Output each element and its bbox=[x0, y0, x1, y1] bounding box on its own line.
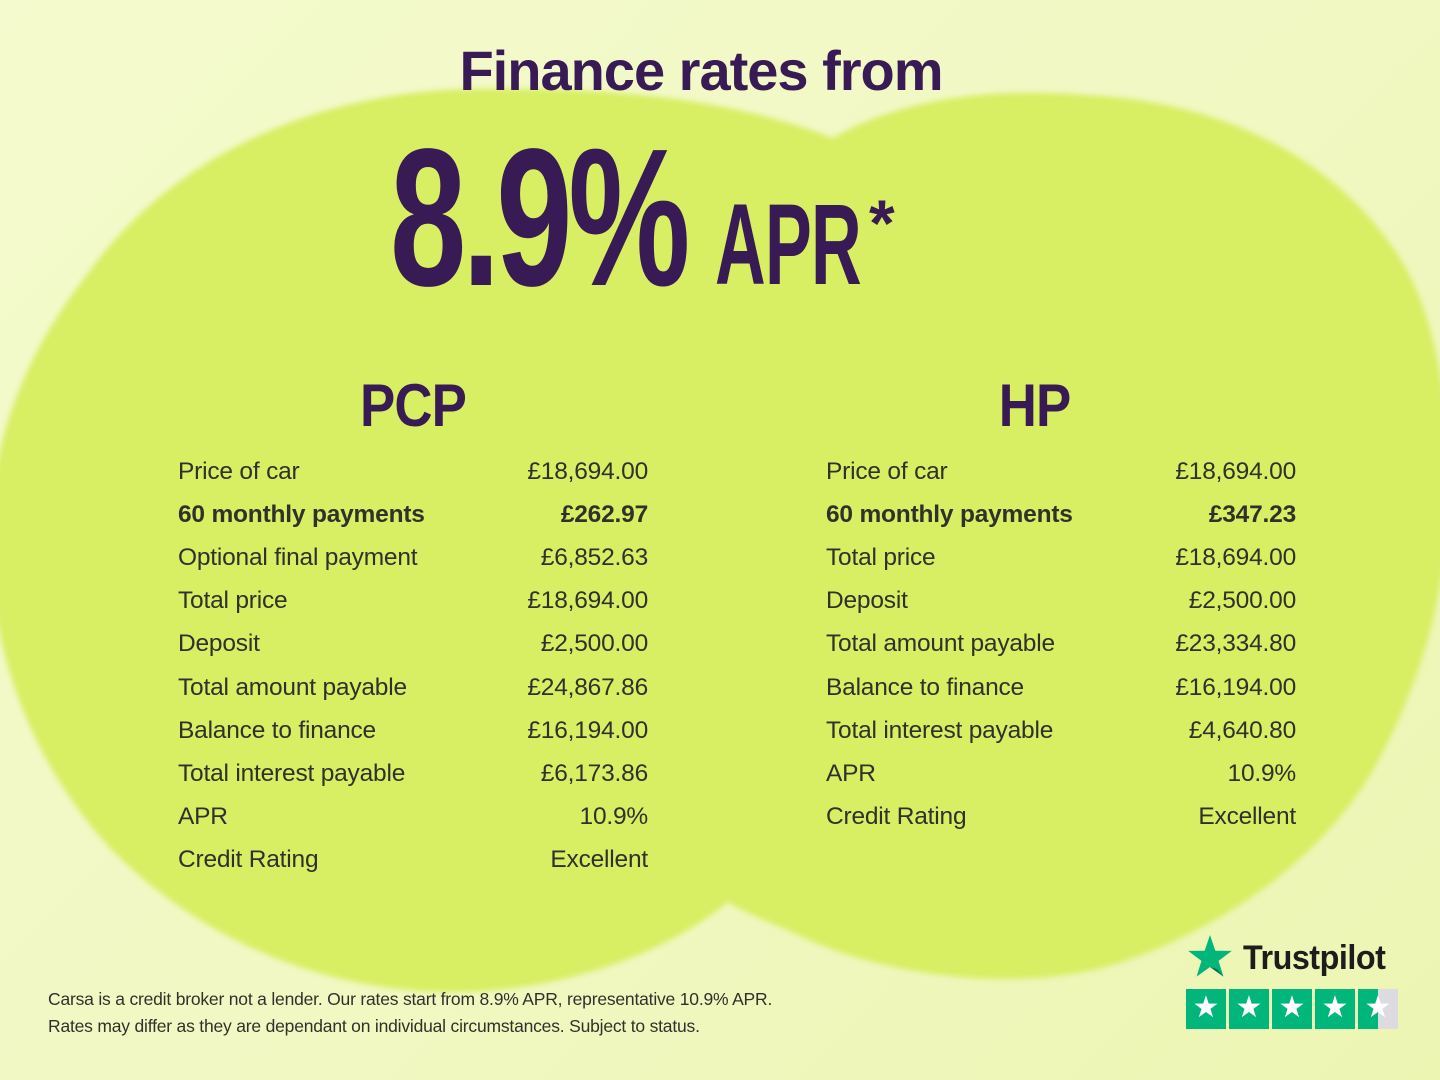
star-icon: ★ bbox=[1364, 991, 1392, 1024]
row-value: £6,173.86 bbox=[540, 759, 648, 787]
trustpilot-star-box: ★ bbox=[1358, 989, 1398, 1029]
row-label: Total price bbox=[178, 587, 288, 615]
row-label: Total amount payable bbox=[178, 673, 407, 701]
row-value: £18,694.00 bbox=[1175, 543, 1296, 571]
row-value: £16,194.00 bbox=[1175, 673, 1296, 701]
row-value: £262.97 bbox=[560, 500, 648, 528]
row-label: Optional final payment bbox=[178, 543, 418, 571]
trustpilot-stars: ★ ★ ★ ★ ★ bbox=[1186, 989, 1398, 1029]
row-value: £18,694.00 bbox=[527, 587, 648, 615]
row-label: APR bbox=[826, 759, 876, 787]
row-label: Balance to finance bbox=[826, 673, 1024, 701]
row-value: £18,694.00 bbox=[527, 457, 648, 485]
table-row: Price of car £18,694.00 bbox=[826, 450, 1296, 493]
row-label: 60 monthly payments bbox=[826, 500, 1073, 528]
table-row: Total price £18,694.00 bbox=[826, 536, 1296, 579]
table-row: Deposit £2,500.00 bbox=[826, 580, 1296, 623]
row-value: £2,500.00 bbox=[1188, 587, 1296, 615]
table-row: Balance to finance £16,194.00 bbox=[826, 666, 1296, 709]
trustpilot-wordmark: Trustpilot bbox=[1243, 938, 1386, 977]
trustpilot-star-box: ★ bbox=[1229, 989, 1269, 1029]
trustpilot-star-box: ★ bbox=[1186, 989, 1226, 1029]
trustpilot-badge: Trustpilot ★ ★ ★ ★ ★ bbox=[1186, 934, 1398, 1029]
row-label: Price of car bbox=[826, 457, 948, 485]
headline-rate-asterisk: * bbox=[869, 186, 895, 260]
star-icon: ★ bbox=[1278, 991, 1306, 1024]
row-value: £16,194.00 bbox=[527, 716, 648, 744]
row-value: Excellent bbox=[1198, 803, 1296, 831]
table-row: Price of car £18,694.00 bbox=[178, 450, 648, 493]
table-row: Optional final payment £6,852.63 bbox=[178, 536, 648, 579]
table-row: 60 monthly payments £347.23 bbox=[826, 493, 1296, 536]
trustpilot-logo-row: Trustpilot bbox=[1186, 934, 1398, 982]
page-title: Finance rates from bbox=[459, 39, 943, 102]
table-row: Total interest payable £6,173.86 bbox=[178, 752, 648, 795]
disclaimer: Carsa is a credit broker not a lender. O… bbox=[48, 986, 788, 1040]
row-label: Total interest payable bbox=[826, 716, 1054, 744]
row-value: £18,694.00 bbox=[1175, 457, 1296, 485]
star-icon: ★ bbox=[1321, 991, 1349, 1024]
pcp-table: Price of car £18,694.00 60 monthly payme… bbox=[178, 450, 648, 882]
headline-rate-suffix: APR bbox=[715, 181, 862, 309]
star-icon: ★ bbox=[1235, 991, 1263, 1024]
trustpilot-star-box: ★ bbox=[1272, 989, 1312, 1029]
table-row: Credit Rating Excellent bbox=[826, 796, 1296, 839]
table-row: Total price £18,694.00 bbox=[178, 580, 648, 623]
trustpilot-star-box: ★ bbox=[1315, 989, 1355, 1029]
pcp-heading: PCP bbox=[360, 372, 467, 439]
table-row: Credit Rating Excellent bbox=[178, 839, 648, 882]
row-value: £4,640.80 bbox=[1188, 716, 1296, 744]
row-value: Excellent bbox=[550, 846, 648, 874]
table-row: 60 monthly payments £262.97 bbox=[178, 493, 648, 536]
table-row: Total amount payable £23,334.80 bbox=[826, 623, 1296, 666]
table-row: APR 10.9% bbox=[178, 796, 648, 839]
row-label: Total amount payable bbox=[826, 630, 1055, 658]
trustpilot-star-icon bbox=[1188, 935, 1232, 977]
row-value: £347.23 bbox=[1208, 500, 1296, 528]
table-row: APR 10.9% bbox=[826, 752, 1296, 795]
row-label: Price of car bbox=[178, 457, 300, 485]
row-value: £6,852.63 bbox=[540, 543, 648, 571]
row-label: Total price bbox=[826, 543, 936, 571]
row-label: Deposit bbox=[826, 587, 908, 615]
row-label: Credit Rating bbox=[178, 846, 319, 874]
hp-finance-column: HP Price of car £18,694.00 60 monthly pa… bbox=[826, 372, 1296, 839]
left-circle-shape bbox=[0, 88, 833, 992]
row-value: £2,500.00 bbox=[540, 630, 648, 658]
row-value: £23,334.80 bbox=[1175, 630, 1296, 658]
table-row: Total amount payable £24,867.86 bbox=[178, 666, 648, 709]
row-label: Deposit bbox=[178, 630, 260, 658]
pcp-finance-column: PCP Price of car £18,694.00 60 monthly p… bbox=[178, 372, 648, 882]
row-label: Balance to finance bbox=[178, 716, 376, 744]
row-value: £24,867.86 bbox=[527, 673, 648, 701]
row-value: 10.9% bbox=[579, 803, 649, 831]
row-label: APR bbox=[178, 803, 228, 831]
table-row: Balance to finance £16,194.00 bbox=[178, 709, 648, 752]
row-label: 60 monthly payments bbox=[178, 500, 425, 528]
row-label: Credit Rating bbox=[826, 803, 967, 831]
star-icon: ★ bbox=[1192, 991, 1220, 1024]
headline-rate: 8.9% bbox=[390, 108, 690, 327]
hp-table: Price of car £18,694.00 60 monthly payme… bbox=[826, 450, 1296, 839]
hp-heading: HP bbox=[998, 372, 1071, 439]
table-row: Deposit £2,500.00 bbox=[178, 623, 648, 666]
right-circle-shape bbox=[652, 92, 1440, 979]
disclaimer-line-1: Carsa is a credit broker not a lender. O… bbox=[48, 989, 773, 1009]
row-value: 10.9% bbox=[1227, 759, 1297, 787]
table-row: Total interest payable £4,640.80 bbox=[826, 709, 1296, 752]
disclaimer-line-2: Rates may differ as they are dependant o… bbox=[48, 1016, 700, 1036]
row-label: Total interest payable bbox=[178, 759, 406, 787]
